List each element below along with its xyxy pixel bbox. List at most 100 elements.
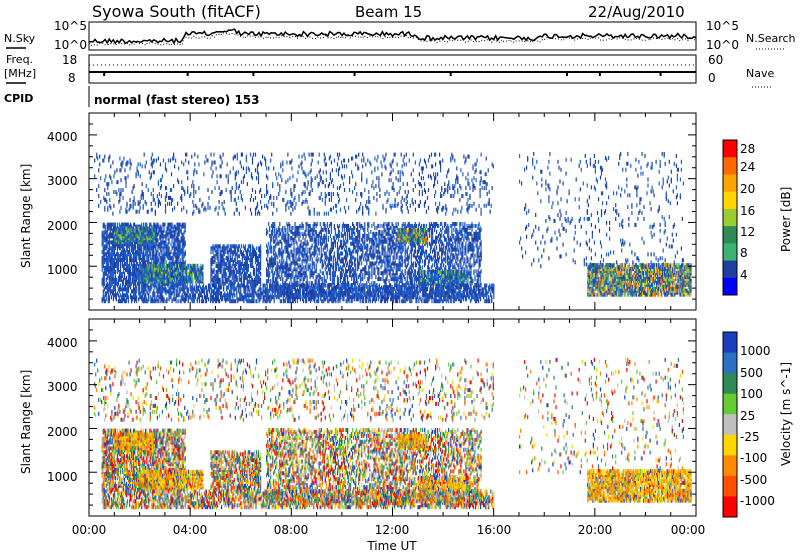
data-cell <box>317 279 319 284</box>
data-cell <box>147 260 149 265</box>
data-cell <box>111 252 113 257</box>
data-cell <box>304 247 306 252</box>
data-cell <box>373 267 375 272</box>
data-cell <box>215 269 217 274</box>
data-cell <box>294 225 296 230</box>
data-cell <box>141 242 143 247</box>
data-cell <box>132 238 134 243</box>
data-cell <box>424 257 427 262</box>
data-cell <box>172 242 174 247</box>
data-cell <box>336 255 339 260</box>
data-cell <box>348 281 350 286</box>
data-cell <box>328 259 330 264</box>
data-cell <box>321 271 323 276</box>
data-cell <box>181 263 183 268</box>
data-cell <box>217 244 219 249</box>
data-cell <box>430 227 433 232</box>
data-cell <box>102 258 104 263</box>
data-cell <box>255 258 258 263</box>
data-cell <box>373 255 375 260</box>
data-cell <box>388 259 390 264</box>
data-cell <box>269 225 271 230</box>
data-cell <box>130 271 132 276</box>
data-cell <box>409 241 411 246</box>
data-cell <box>175 246 177 251</box>
data-cell <box>295 239 297 244</box>
data-cell <box>298 257 300 262</box>
data-cell <box>417 223 419 228</box>
data-cell <box>356 227 358 232</box>
data-cell <box>163 240 165 245</box>
data-cell <box>126 269 129 274</box>
data-cell <box>154 263 156 268</box>
data-cell <box>337 229 340 234</box>
data-cell <box>166 252 168 257</box>
data-cell <box>354 269 356 274</box>
data-cell <box>174 260 176 265</box>
data-cell <box>174 265 176 270</box>
data-cell <box>370 261 372 266</box>
data-cell <box>174 238 176 243</box>
data-cell <box>132 248 134 253</box>
data-cell <box>217 273 219 278</box>
data-cell <box>167 236 169 241</box>
data-cell <box>220 267 222 272</box>
data-cell <box>135 264 137 268</box>
data-cell <box>287 235 289 240</box>
data-cell <box>425 249 428 254</box>
data-cell <box>283 265 285 270</box>
data-cell <box>370 237 372 242</box>
data-cell <box>140 263 142 268</box>
data-cell <box>417 255 419 260</box>
data-cell <box>387 235 389 240</box>
data-cell <box>301 294 303 299</box>
data-cell <box>116 262 118 266</box>
data-cell <box>110 232 112 237</box>
data-cell <box>387 231 389 236</box>
data-cell <box>300 265 302 270</box>
data-cell <box>367 237 369 242</box>
data-cell <box>267 279 269 284</box>
data-cell <box>346 253 348 258</box>
data-cell <box>286 273 288 278</box>
data-cell <box>343 263 346 268</box>
data-cell <box>246 248 248 253</box>
data-cell <box>288 237 290 242</box>
data-cell <box>238 260 240 265</box>
data-cell <box>305 259 307 264</box>
data-cell <box>248 279 250 284</box>
data-cell <box>148 226 150 231</box>
data-cell <box>285 243 287 248</box>
data-cell <box>231 244 233 249</box>
data-cell <box>139 277 141 282</box>
data-cell <box>413 281 415 286</box>
data-cell <box>380 265 382 270</box>
data-cell <box>393 247 395 252</box>
data-cell <box>354 237 356 242</box>
data-cell <box>314 251 316 256</box>
data-cell <box>105 234 107 239</box>
data-cell <box>130 252 132 257</box>
data-cell <box>289 263 291 268</box>
data-cell <box>245 250 247 255</box>
data-cell <box>222 256 224 261</box>
data-cell <box>144 263 146 268</box>
data-cell <box>428 241 431 246</box>
data-cell <box>432 241 434 246</box>
data-cell <box>184 263 186 268</box>
data-cell <box>137 232 139 237</box>
data-cell <box>377 223 379 228</box>
data-cell <box>347 237 349 242</box>
data-cell <box>359 261 361 266</box>
data-cell <box>230 244 232 249</box>
data-cell <box>336 281 339 286</box>
noise-sky-line <box>88 28 697 45</box>
data-cell <box>119 244 122 249</box>
data-cell <box>320 247 322 252</box>
data-cell <box>303 241 305 246</box>
data-cell <box>373 222 375 226</box>
data-cell <box>126 258 129 263</box>
data-cell <box>236 246 238 251</box>
data-cell <box>417 267 419 272</box>
data-cell <box>378 223 380 228</box>
